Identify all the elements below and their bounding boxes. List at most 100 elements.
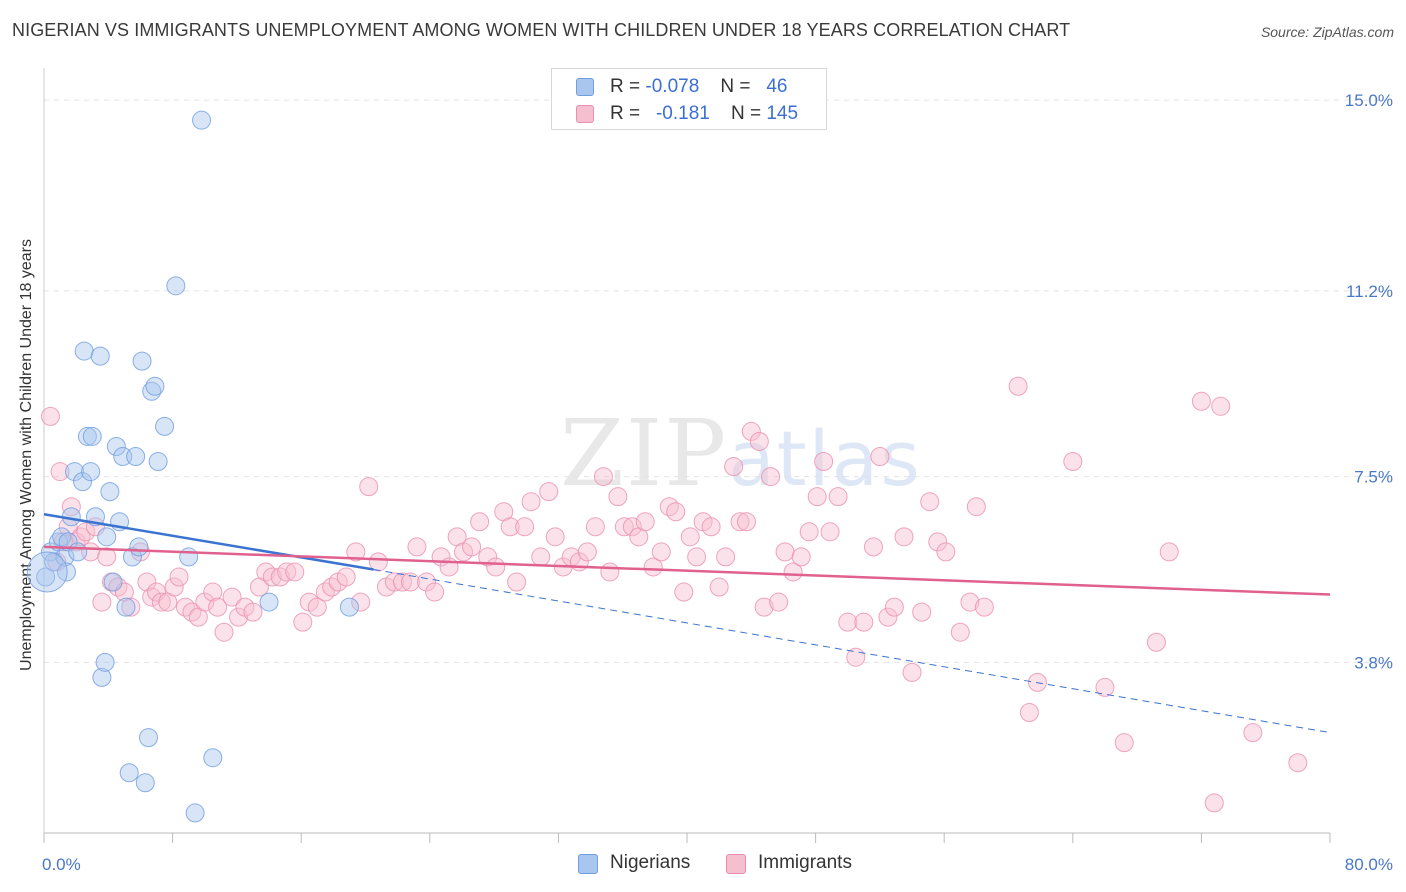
immigrants-point [515, 517, 535, 537]
immigrants-point [322, 577, 342, 597]
immigrants-point [701, 517, 721, 537]
y-tick-label: 11.2% [1346, 282, 1393, 301]
nigerians-trendline [43, 513, 374, 571]
immigrants-point [214, 622, 234, 642]
immigrants-point [1288, 753, 1308, 773]
immigrants-point [814, 452, 834, 472]
immigrants-point [1114, 733, 1134, 753]
immigrants-point [164, 577, 184, 597]
tick-labels: 3.8% 7.5% 11.2% 15.0% 0.0% 80.0% [42, 91, 1393, 874]
immigrants-point [243, 602, 263, 622]
immigrants-point [500, 517, 520, 537]
immigrants-point [635, 512, 655, 532]
n-value-immigrants: 145 [766, 103, 799, 124]
trendlines [43, 513, 1331, 734]
nigerians-point [122, 547, 142, 567]
immigrants-point [1243, 723, 1263, 743]
immigrants-point [783, 562, 803, 582]
x-tick-label: 80.0% [1345, 855, 1393, 874]
immigrants-point [545, 527, 565, 547]
nigerians-point [106, 436, 126, 456]
chart-title: NIGERIAN VS IMMIGRANTS UNEMPLOYMENT AMON… [12, 20, 1071, 40]
immigrants-point [912, 602, 932, 622]
immigrants-point [775, 542, 795, 562]
immigrants-point [761, 467, 781, 487]
immigrants-point [401, 572, 421, 592]
immigrants-point [137, 572, 157, 592]
immigrants-point [270, 567, 290, 587]
immigrants-point [622, 517, 642, 537]
nigerians-point [166, 276, 186, 296]
immigrants-point [307, 597, 327, 617]
nigerians-point [129, 537, 149, 557]
nigerians-point [179, 547, 199, 567]
r-label: R = [610, 103, 641, 124]
immigrants-point [828, 487, 848, 507]
immigrants-point [769, 592, 789, 612]
immigrants-point [608, 487, 628, 507]
immigrants-point [838, 612, 858, 632]
immigrants-point [486, 557, 506, 577]
watermark-zip: ZIP [560, 400, 729, 507]
immigrants-point [507, 572, 527, 592]
immigrants-point [222, 587, 242, 607]
immigrants-point [854, 612, 874, 632]
n-label: N = [720, 76, 751, 97]
immigrants-point [960, 592, 980, 612]
nigerians-point [81, 462, 101, 482]
immigrants-point [1008, 376, 1028, 396]
immigrants-point [902, 662, 922, 682]
immigrants-point [709, 577, 729, 597]
nigerians-point [97, 527, 117, 547]
immigrants-point [1159, 542, 1179, 562]
immigrants-point [50, 462, 70, 482]
nigerians-point [52, 527, 72, 547]
immigrants-point [928, 532, 948, 552]
y-tick-label: 3.8% [1354, 653, 1393, 672]
immigrants-point [392, 572, 412, 592]
nigerians-point [155, 416, 175, 436]
immigrants-point [724, 457, 744, 477]
immigrants-point [736, 512, 756, 532]
immigrants-point [749, 431, 769, 451]
immigrants-point [585, 517, 605, 537]
nigerians-point [126, 447, 146, 467]
n-label: N = [730, 103, 762, 124]
nigerians-point [73, 472, 93, 492]
immigrants-point [531, 547, 551, 567]
nigerians-point [103, 572, 123, 592]
immigrants-point [368, 552, 388, 572]
immigrants-point [741, 421, 761, 441]
immigrants-point [203, 582, 223, 602]
x-tick-label: 0.0% [42, 855, 81, 874]
nigerians-point [145, 376, 165, 396]
immigrants-point [966, 497, 986, 517]
immigrants-point [351, 592, 371, 612]
nigerians-point [116, 597, 136, 617]
immigrants-point [643, 557, 663, 577]
immigrants-point [256, 562, 276, 582]
n-value-nigerians: 46 [766, 76, 788, 97]
immigrants-point [293, 612, 313, 632]
nigerians-point [82, 426, 102, 446]
immigrants-point [195, 592, 215, 612]
immigrants-point [175, 597, 195, 617]
immigrants-point [936, 542, 956, 562]
immigrants-point [716, 547, 736, 567]
immigrants-point [730, 512, 750, 532]
immigrants-point [92, 592, 112, 612]
immigrants-point [687, 547, 707, 567]
nigerians-legend-swatch [578, 854, 598, 874]
immigrants-point [208, 597, 228, 617]
immigrants-point [863, 537, 883, 557]
immigrants-point [754, 597, 774, 617]
immigrants-point [425, 582, 445, 602]
immigrants-point [521, 492, 541, 512]
correlation-legend: R = -0.078 N = 46 R = -0.181 N = 145 [551, 68, 827, 130]
immigrants-point [61, 497, 81, 517]
nigerians-point [119, 763, 139, 783]
immigrants-trendline [43, 545, 1331, 596]
immigrants-point [577, 542, 597, 562]
immigrants-point [229, 607, 249, 627]
